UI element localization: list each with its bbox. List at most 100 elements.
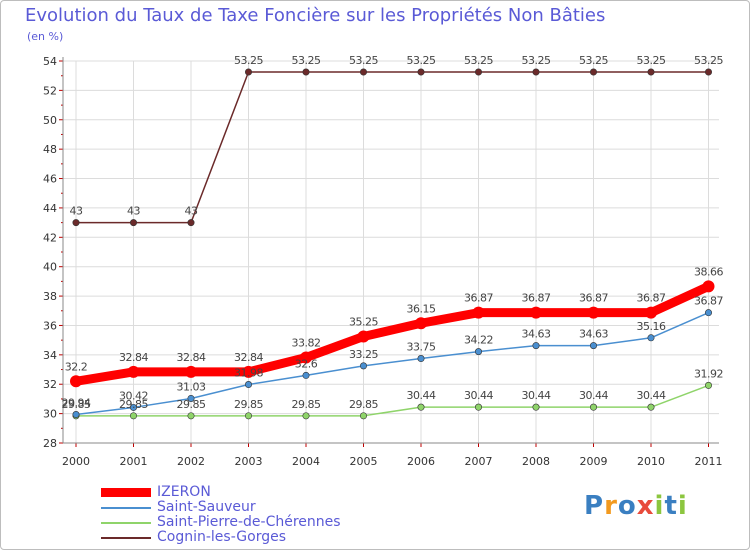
y-tick-label: 30: [43, 408, 57, 421]
data-point-izeron: [70, 375, 82, 388]
legend-item-cognin-les-gorges: Cognin-les-Gorges: [101, 530, 341, 545]
logo-letter: r: [604, 491, 618, 521]
data-point-izeron: [645, 306, 657, 319]
series-line-saint-sauveur: [75, 311, 710, 416]
data-point-saint-pierre-de-ch-rennes: [302, 412, 310, 420]
data-label-saint-sauveur: 30.42: [119, 389, 148, 402]
proxiti-logo: Proxiti: [584, 491, 688, 521]
data-label-izeron: 36.87: [579, 292, 608, 305]
data-label-saint-pierre-de-ch-rennes: 30.44: [522, 389, 551, 402]
data-label-saint-sauveur: 29.94: [62, 396, 91, 409]
x-tick-label: 2000: [62, 455, 90, 468]
data-label-izeron: 32.84: [177, 351, 206, 364]
data-label-cognin-les-gorges: 53.25: [579, 54, 608, 67]
y-tick-label: 42: [43, 231, 57, 244]
data-point-izeron: [587, 306, 600, 319]
data-labels: 43 43 43 53.25 53.25 53.25 53.25 53.25 53.25 53.2…: [62, 54, 724, 411]
data-point-saint-sauveur: [474, 348, 482, 356]
data-point-saint-sauveur: [647, 334, 655, 342]
data-label-cognin-les-gorges: 53.25: [637, 54, 666, 67]
legend-label: Cognin-les-Gorges: [157, 529, 286, 545]
data-label-saint-pierre-de-ch-rennes: 29.85: [292, 398, 321, 411]
data-point-cognin-les-gorges: [245, 68, 253, 76]
x-tick-label: 2011: [695, 455, 723, 468]
y-tick-label: 28: [43, 437, 57, 450]
data-label-izeron: 32.2: [65, 360, 88, 373]
y-tick-label: 40: [43, 261, 57, 274]
x-tick-label: 2008: [522, 455, 550, 468]
data-label-saint-pierre-de-ch-rennes: 31.92: [694, 367, 723, 380]
data-point-saint-sauveur: [245, 381, 253, 389]
data-point-saint-sauveur: [417, 355, 425, 363]
y-tick-label: 32: [43, 378, 57, 391]
logo-letter: t: [664, 491, 678, 521]
data-point-saint-sauveur: [130, 403, 138, 411]
data-label-cognin-les-gorges: 53.25: [349, 54, 378, 67]
unit-label: (en %): [27, 30, 64, 43]
series-line-cognin-les-gorges: [75, 71, 710, 224]
data-label-saint-pierre-de-ch-rennes: 29.85: [234, 398, 263, 411]
grid-lines: [63, 60, 719, 444]
y-tick-label: 52: [43, 84, 57, 97]
legend-swatch: [101, 488, 151, 497]
x-tick-label: 2003: [235, 455, 263, 468]
logo-letter: i: [677, 491, 688, 521]
data-point-cognin-les-gorges: [359, 68, 367, 76]
data-point-saint-pierre-de-ch-rennes: [704, 381, 712, 389]
series-line-saint-pierre-de-ch-rennes: [75, 384, 710, 417]
data-point-saint-sauveur: [359, 362, 367, 370]
data-label-izeron: 38.66: [694, 265, 723, 278]
data-label-saint-sauveur: 32.6: [295, 357, 318, 370]
data-point-izeron: [127, 365, 140, 378]
data-label-saint-sauveur: 33.75: [407, 341, 436, 354]
data-point-cognin-les-gorges: [647, 68, 655, 76]
data-label-saint-pierre-de-ch-rennes: 30.44: [579, 389, 608, 402]
y-tick-label: 50: [43, 114, 57, 127]
x-tick-label: 2009: [580, 455, 608, 468]
legend-label: Saint-Pierre-de-Chérennes: [157, 514, 341, 530]
logo-letter: P: [584, 491, 605, 521]
chart-title: Evolution du Taux de Taxe Foncière sur l…: [25, 5, 606, 26]
data-point-saint-pierre-de-ch-rennes: [130, 412, 138, 420]
y-tick-label: 46: [43, 173, 57, 186]
data-point-saint-pierre-de-ch-rennes: [245, 412, 253, 420]
x-tick-label: 2002: [177, 455, 205, 468]
data-point-saint-pierre-de-ch-rennes: [647, 403, 655, 411]
data-label-saint-pierre-de-ch-rennes: 29.85: [349, 398, 378, 411]
data-label-cognin-les-gorges: 43: [185, 205, 198, 218]
x-tick-label: 2004: [292, 455, 320, 468]
data-point-saint-sauveur: [187, 394, 195, 402]
data-point-cognin-les-gorges: [589, 68, 597, 76]
legend-swatch: [101, 536, 151, 539]
legend-label: Saint-Sauveur: [157, 499, 256, 515]
logo-letter: i: [654, 491, 665, 521]
data-point-saint-pierre-de-ch-rennes: [417, 403, 425, 411]
data-label-saint-pierre-de-ch-rennes: 30.44: [464, 389, 493, 402]
data-point-izeron: [415, 317, 427, 330]
data-label-saint-sauveur: 34.22: [464, 334, 493, 347]
data-label-cognin-les-gorges: 43: [70, 205, 83, 218]
x-tick-label: 2001: [120, 455, 148, 468]
data-label-izeron: 36.87: [637, 292, 666, 305]
logo-letter: o: [617, 491, 637, 521]
data-label-cognin-les-gorges: 53.25: [522, 54, 551, 67]
data-label-saint-pierre-de-ch-rennes: 29.85: [177, 398, 206, 411]
data-point-cognin-les-gorges: [72, 219, 80, 227]
data-point-saint-pierre-de-ch-rennes: [589, 403, 597, 411]
data-point-izeron: [185, 365, 197, 378]
y-tick-label: 54: [43, 55, 57, 68]
y-tick-label: 44: [43, 202, 57, 215]
data-point-cognin-les-gorges: [474, 68, 482, 76]
data-point-saint-sauveur: [72, 410, 80, 418]
axes: 28 30 32 34 36 38 40 42 44 46 48 50 52 54 2000 2001 2002…: [43, 55, 723, 468]
y-tick-label: 34: [43, 349, 57, 362]
data-label-cognin-les-gorges: 43: [127, 205, 140, 218]
data-point-saint-pierre-de-ch-rennes: [359, 412, 367, 420]
data-label-saint-pierre-de-ch-rennes: 29.85: [119, 398, 148, 411]
data-label-saint-sauveur: 31.03: [177, 380, 206, 393]
data-point-saint-sauveur: [532, 342, 540, 350]
data-label-cognin-les-gorges: 53.25: [407, 54, 436, 67]
data-label-cognin-les-gorges: 53.25: [292, 54, 321, 67]
